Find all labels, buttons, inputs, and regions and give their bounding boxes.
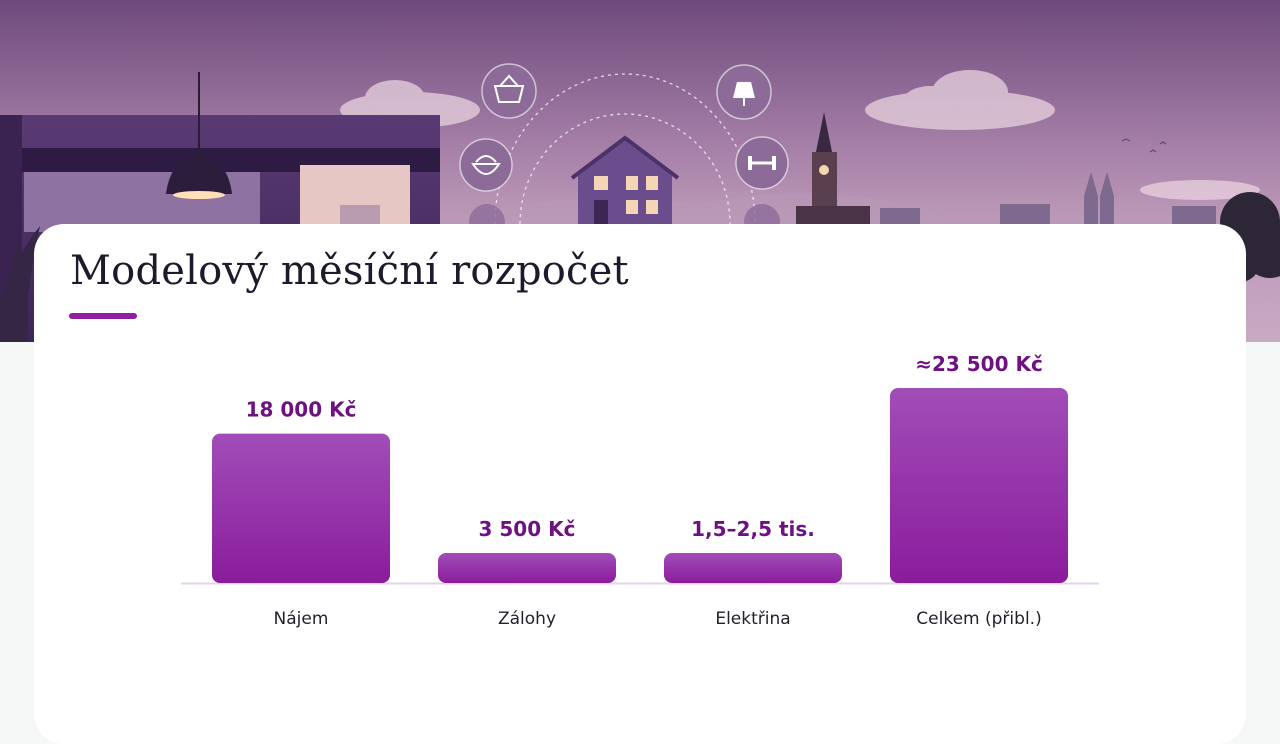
category-label-celkem-pribl: Celkem (přibl.) — [916, 609, 1041, 629]
skyline — [880, 172, 1216, 224]
bar-celkem-pribl — [890, 388, 1068, 583]
budget-bar-chart: 18 000 Kč Nájem 3 500 Kč Zálohy 1,5–2,5 tis.… — [181, 352, 1099, 629]
budget-card: Modelový měsíční rozpočet 18 000 Kč Nájem… — [34, 224, 1246, 744]
cloud-shapes — [340, 70, 1260, 200]
house-icon — [570, 135, 680, 224]
page-title: Modelový měsíční rozpočet — [70, 248, 629, 294]
value-label-najem: 18 000 Kč — [246, 398, 357, 422]
category-label-zalohy: Zálohy — [498, 609, 556, 629]
bar-elektrina — [664, 553, 842, 583]
bowl-icon — [459, 138, 513, 192]
clock-tower — [796, 112, 870, 224]
value-label-zalohy: 3 500 Kč — [479, 517, 576, 541]
plant-left — [0, 226, 40, 342]
value-label-elektrina: 1,5–2,5 tis. — [691, 517, 815, 541]
value-label-celkem-pribl: ≈23 500 Kč — [915, 352, 1043, 376]
pendant-lamp-icon — [166, 72, 232, 199]
basket-icon — [481, 63, 537, 119]
lamp-icon — [716, 64, 772, 120]
bar-zalohy — [438, 553, 616, 583]
title-underline — [69, 313, 137, 319]
category-label-najem: Nájem — [274, 609, 329, 629]
category-label-elektrina: Elektřina — [715, 609, 790, 629]
dumbbell-icon — [735, 136, 789, 190]
bar-najem — [212, 433, 390, 583]
